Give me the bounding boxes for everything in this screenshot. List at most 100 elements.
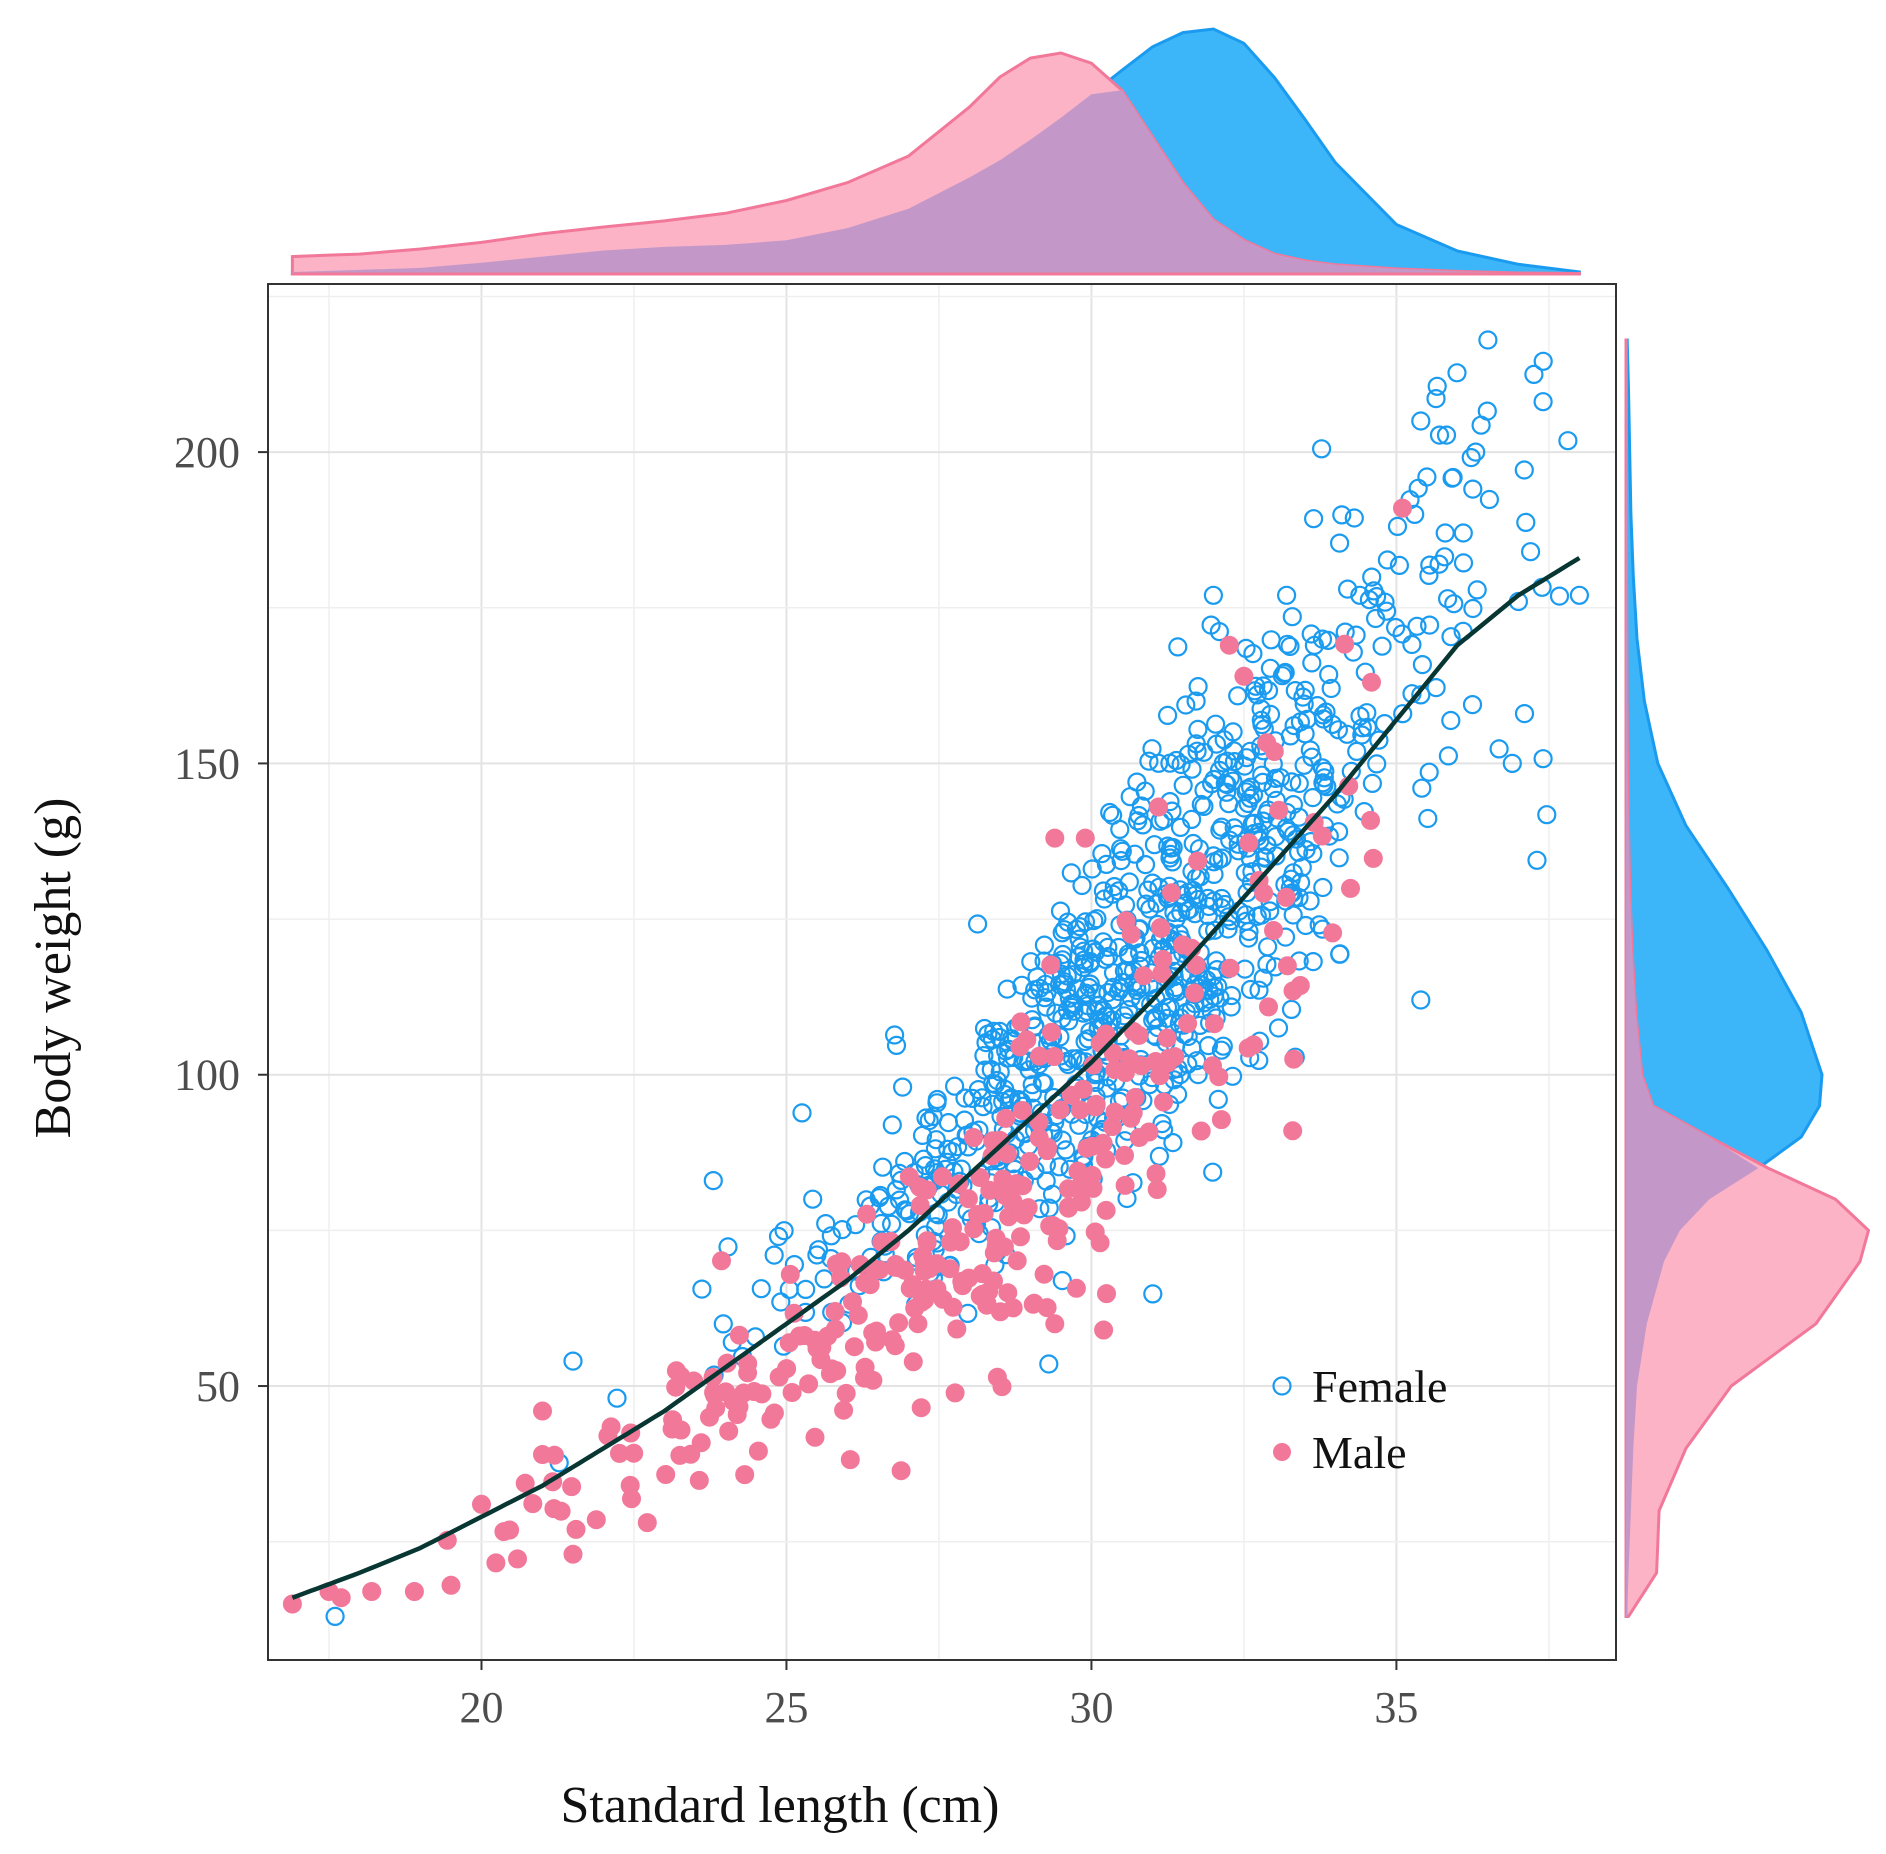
female-point: [1119, 872, 1140, 892]
male-point: [716, 1382, 736, 1402]
female-point: [1221, 985, 1242, 1006]
female-point: [1412, 654, 1433, 675]
female-point: [1303, 509, 1324, 529]
male-point: [700, 1407, 719, 1427]
female-point: [1558, 431, 1578, 451]
male-point: [825, 1302, 845, 1321]
female-point: [845, 1215, 866, 1235]
female-point: [889, 1190, 910, 1210]
female-point: [923, 1106, 943, 1127]
female-point: [1194, 742, 1214, 762]
female-point: [1257, 835, 1277, 855]
female-point: [1218, 907, 1239, 927]
male-point: [1259, 997, 1278, 1017]
female-point: [1146, 988, 1166, 1009]
male-point: [911, 1398, 931, 1418]
male-point: [1264, 921, 1283, 940]
female-point: [1569, 585, 1590, 605]
male-point: [820, 1364, 840, 1384]
male-point: [472, 1494, 491, 1514]
male-point: [441, 1575, 461, 1595]
male-point: [1083, 1178, 1103, 1198]
female-point: [1533, 749, 1553, 769]
female-point: [1466, 442, 1486, 462]
female-point: [1253, 772, 1273, 793]
male-point: [689, 1470, 709, 1490]
female-point: [1328, 720, 1349, 740]
male-point: [895, 1260, 915, 1280]
male-point: [1082, 1136, 1102, 1156]
male-point: [1149, 797, 1168, 817]
female-point: [832, 1219, 852, 1240]
male-point: [1115, 1145, 1134, 1165]
female-point: [1344, 508, 1364, 528]
female-point: [892, 1077, 913, 1097]
female-point: [1419, 762, 1439, 782]
female-point: [1516, 512, 1536, 533]
female-point: [1201, 615, 1221, 635]
male-point: [1007, 1251, 1027, 1271]
legend-male-marker: [1273, 1443, 1291, 1461]
female-point: [1052, 1270, 1072, 1291]
female-point: [967, 914, 988, 934]
female-point: [1294, 755, 1314, 775]
female-point: [1110, 839, 1131, 859]
female-point: [1329, 533, 1350, 553]
male-point: [799, 1374, 819, 1394]
female-point: [972, 1088, 992, 1108]
male-point: [1204, 1014, 1224, 1034]
female-point: [1311, 439, 1332, 459]
female-point: [1350, 585, 1370, 605]
male-point: [404, 1582, 424, 1601]
male-point: [1362, 672, 1381, 692]
female-point: [1242, 814, 1262, 834]
male-point: [952, 1271, 972, 1291]
male-point: [486, 1553, 506, 1573]
female-point: [1514, 703, 1535, 724]
male-point: [362, 1582, 382, 1601]
female-point: [1069, 929, 1089, 949]
female-point: [1188, 676, 1208, 697]
female-point: [1514, 460, 1534, 480]
female-point: [1052, 923, 1072, 943]
female-point: [1096, 854, 1117, 875]
female-point: [1030, 978, 1050, 999]
female-point: [1489, 739, 1509, 759]
female-point: [1127, 811, 1148, 831]
female-point: [1407, 616, 1427, 636]
male-point: [980, 1180, 1000, 1200]
female-point: [1140, 899, 1160, 919]
female-point: [1402, 634, 1422, 655]
female-point: [1436, 425, 1457, 445]
female-point: [1136, 894, 1156, 914]
male-point: [1341, 878, 1360, 898]
male-point: [671, 1420, 691, 1440]
male-point: [1097, 1284, 1116, 1304]
female-point: [1103, 977, 1123, 997]
legend-female-label: Female: [1312, 1361, 1447, 1412]
male-point: [1191, 1121, 1211, 1141]
female-point: [1549, 586, 1570, 606]
female-point: [1441, 710, 1461, 731]
y-tick-label: 150: [174, 739, 240, 788]
male-point: [1121, 924, 1141, 944]
male-point: [1037, 1298, 1057, 1318]
male-point: [1129, 1128, 1149, 1147]
female-point: [1286, 829, 1307, 849]
female-point: [1426, 389, 1446, 409]
female-point: [1120, 787, 1140, 807]
male-point: [1393, 498, 1412, 518]
female-point: [1337, 579, 1358, 599]
male-point: [1361, 810, 1380, 830]
female-point: [1419, 615, 1440, 635]
female-point: [1502, 753, 1522, 774]
female-point: [807, 1245, 827, 1265]
female-point: [1182, 759, 1202, 779]
male-point: [727, 1405, 747, 1424]
female-point: [1453, 523, 1473, 543]
female-point: [1478, 330, 1498, 350]
male-point: [1050, 1100, 1070, 1120]
male-points: [282, 498, 1412, 1614]
male-point: [1041, 955, 1061, 975]
female-point: [1411, 685, 1431, 705]
